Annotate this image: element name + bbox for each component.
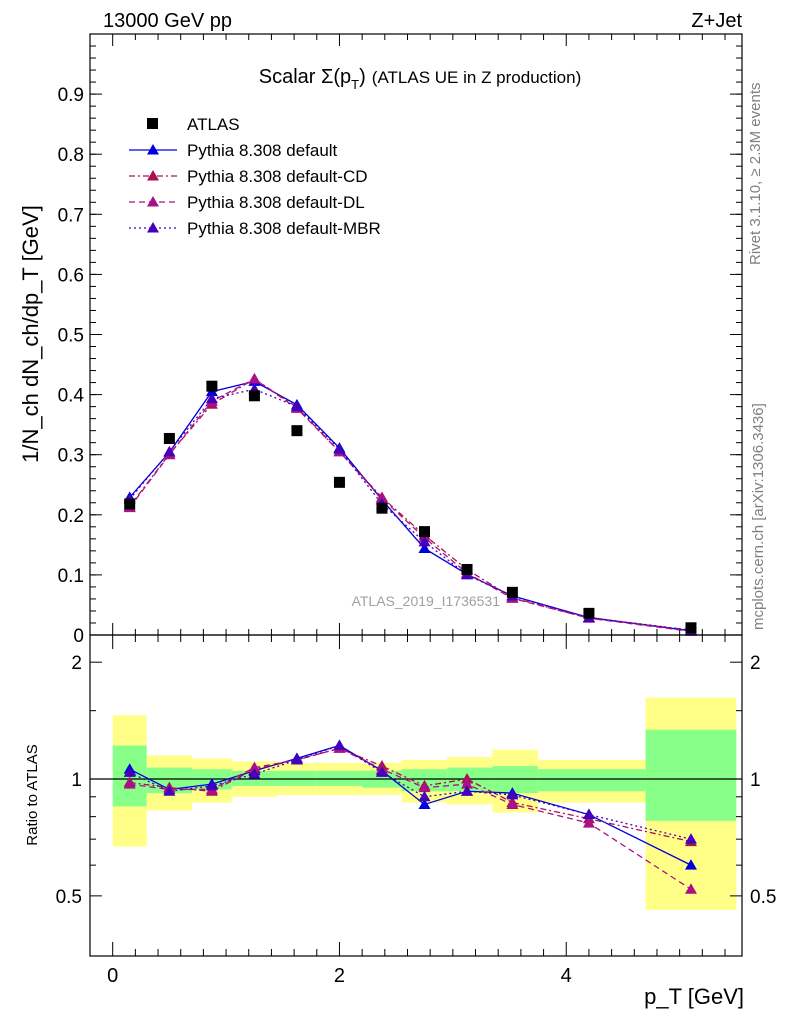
rivet-label: Rivet 3.1.10, ≥ 2.3M events <box>747 83 764 266</box>
x-axis-label: p_T [GeV] <box>644 984 744 1009</box>
uncertainty-band-green <box>645 729 737 821</box>
series-point <box>248 372 261 384</box>
atlas-point <box>206 380 218 392</box>
top-ytick-label: 0.5 <box>58 326 84 347</box>
ratio-point <box>333 739 346 751</box>
ratio-xtick-label: 0 <box>107 965 118 987</box>
atlas-point <box>124 498 136 510</box>
ratio-point <box>684 833 697 844</box>
ratio-point <box>123 778 136 789</box>
header-left: 13000 GeV pp <box>103 10 232 32</box>
atlas-point <box>461 563 473 575</box>
atlas-point <box>248 390 260 402</box>
ratio-ylabel: Ratio to ATLAS <box>24 744 41 845</box>
atlas-data <box>124 380 697 634</box>
atlas-point <box>376 502 388 514</box>
top-ylabel: 1/N_ch dN_ch/dp_T [GeV] <box>18 205 43 463</box>
analysis-watermark: ATLAS_2019_I1736531 <box>352 593 501 609</box>
top-ytick-label: 0.8 <box>58 145 84 166</box>
uncertainty-band-green <box>277 770 317 786</box>
top-ytick-label: 0 <box>73 626 84 647</box>
ratio-plot-panel: 0.5 0.5 1 1 2 2 0 2 4 <box>56 634 776 987</box>
ratio-point <box>418 790 431 802</box>
atlas-point <box>291 425 303 437</box>
atlas-point <box>506 586 518 598</box>
ratio-point <box>461 785 474 796</box>
ratio-ytick-label-right: 0.5 <box>750 887 776 908</box>
legend-marker <box>147 196 159 207</box>
ratio-point <box>506 788 519 800</box>
ratio-point <box>163 785 176 796</box>
legend-label: Pythia 8.308 default <box>187 141 338 160</box>
series-point <box>418 542 431 553</box>
legend-label: ATLAS <box>187 115 240 134</box>
ratio-point <box>418 781 431 793</box>
legend-marker <box>147 170 159 181</box>
series-point <box>418 535 431 547</box>
mcplots-label: mcplots.cern.ch [arXiv:1306.3436] <box>750 403 767 630</box>
legend-label: Pythia 8.308 default-MBR <box>187 219 381 238</box>
atlas-point <box>419 526 431 538</box>
ratio-point <box>582 808 595 820</box>
ratio-point <box>248 768 261 779</box>
ratio-point <box>290 753 303 765</box>
panel-title: Scalar Σ(pT) (ATLAS UE in Z production) <box>259 66 581 92</box>
top-ytick-label: 0.7 <box>58 205 84 226</box>
ratio-xtick-label: 4 <box>561 965 572 987</box>
legend-label: Pythia 8.308 default-DL <box>187 193 365 212</box>
ratio-xtick-label: 2 <box>334 965 345 987</box>
header-right: Z+Jet <box>691 10 742 32</box>
atlas-point <box>333 476 345 488</box>
series-point <box>290 400 303 412</box>
ratio-point <box>684 859 697 870</box>
uncertainty-band-green <box>316 770 363 786</box>
ratio-point <box>205 779 218 791</box>
ratio-ytick-label-right: 2 <box>750 653 761 674</box>
top-ytick-label: 0.9 <box>58 85 84 106</box>
ratio-point <box>418 798 431 809</box>
ratio-series-3 <box>123 739 697 844</box>
series-point <box>163 445 176 457</box>
ratio-line <box>129 744 692 840</box>
series-point <box>375 492 388 504</box>
atlas-point <box>163 432 175 444</box>
legend: ATLAS Pythia 8.308 default Pythia 8.308 de… <box>129 115 381 238</box>
top-ytick-label: 0.6 <box>58 265 84 286</box>
ratio-point <box>582 817 595 828</box>
ratio-point <box>684 883 697 894</box>
ratio-point <box>461 778 474 789</box>
main-plot-panel: 0 0.1 0.2 0.3 0.4 0.5 0.6 0.7 0.8 0.9 <box>58 33 743 647</box>
series-line <box>129 378 692 631</box>
series-point <box>205 392 218 404</box>
series-line <box>129 378 692 633</box>
ratio-line <box>129 747 692 843</box>
legend-marker <box>147 144 159 155</box>
ratio-point <box>375 766 388 777</box>
top-ytick-label: 0.4 <box>58 386 85 407</box>
ratio-ytick-label: 0.5 <box>56 887 82 908</box>
ratio-point <box>248 761 261 773</box>
top-ytick-label: 0.2 <box>58 506 84 527</box>
ratio-point <box>123 766 136 777</box>
ratio-ytick-label: 1 <box>71 770 82 791</box>
uncertainty-band-green <box>537 769 646 792</box>
ratio-ytick-label: 2 <box>71 653 82 674</box>
top-ytick-label: 0.1 <box>58 566 84 587</box>
bottom-frame <box>89 634 743 957</box>
legend-marker <box>147 222 159 233</box>
legend-marker-data <box>147 118 158 129</box>
series-point <box>333 443 346 454</box>
atlas-point <box>685 622 697 634</box>
ratio-point <box>506 798 519 809</box>
top-ytick-label: 0.3 <box>58 446 84 467</box>
atlas-point <box>583 607 595 619</box>
ratio-ytick-label-right: 1 <box>750 770 761 791</box>
legend-label: Pythia 8.308 default-CD <box>187 167 368 186</box>
